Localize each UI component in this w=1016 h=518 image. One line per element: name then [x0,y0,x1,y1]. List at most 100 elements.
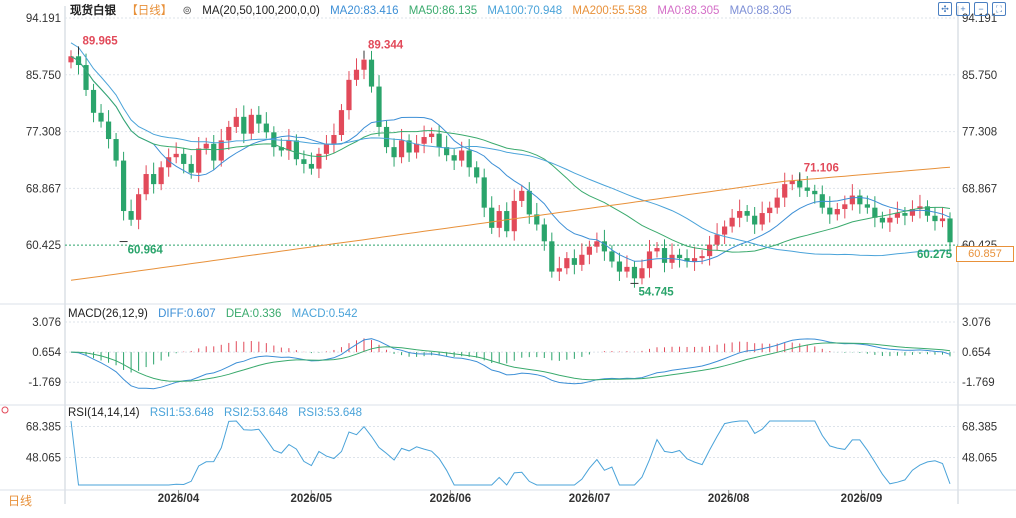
macd-dea-value: DEA:0.336 [225,308,282,320]
ma-label: MA(20,50,100,200,0,0) [202,5,320,17]
candle-body [376,86,382,127]
candle-body [549,241,555,272]
candle-body [586,246,592,255]
candle-body [83,65,89,90]
period-label[interactable]: 【日线】 [126,5,173,17]
candle-body [691,258,698,262]
rsi-tick-left: 68.385 [26,422,61,434]
rsi-tick-left: 48.065 [26,452,61,464]
candle-body [684,258,690,262]
candle-body [489,207,495,228]
macd-diff-line [70,338,951,390]
candle-body [421,137,427,144]
candle-body [406,140,412,153]
candle-body [541,224,547,242]
x-tick-label: 2026/04 [158,493,200,505]
candle-body [256,114,262,124]
price-tick-left: 94.191 [26,13,61,25]
candle-body [391,147,397,158]
pane-settings-icon [1,406,9,414]
rsi-label: RSI(14,14,14) [68,407,140,419]
candle-body [624,266,630,272]
ma100-value: MA100:70.948 [487,5,563,17]
candle-body [699,256,705,259]
candle-body [909,209,916,216]
price-tick-right: 94.191 [962,13,997,25]
candle-body [248,114,254,134]
candle-body [729,217,735,227]
macd-label: MACD(26,12,9) [68,308,148,320]
high-label: 89.344 [368,40,404,52]
candle-body [887,217,893,223]
ma200-value: MA200:55.538 [572,5,648,17]
candle-body [857,195,863,205]
ma-settings-icon[interactable]: ⊚ [182,5,193,17]
candle-body [233,116,239,127]
candle-body [864,204,870,208]
rsi3-value: RSI3:53.648 [298,407,363,419]
candle-body [136,194,142,220]
crosshair-icon[interactable]: ✣ [938,2,952,16]
candle-body [526,190,532,215]
macd-tick-right: 0.654 [962,347,991,359]
candle-body [444,147,450,156]
candle-body [331,135,337,144]
candle-body [714,234,720,245]
price-legend: 现货白银 【日线】 ⊚ MA(20,50,100,200,0,0) MA20:8… [70,4,799,18]
x-tick-label: 2026/07 [569,493,611,505]
candle-body [737,211,743,218]
candle-body [654,248,660,252]
chart-toolbar: ✣ + − ⛶ [938,2,1006,16]
candle-body [939,218,946,222]
candle-body [812,190,818,195]
candle-body [902,213,908,216]
candle-body [579,254,585,265]
candle-body [278,147,284,151]
candle-body [166,157,172,168]
ma0-value-2: MA0:88.305 [729,5,792,17]
candle-body [571,258,577,265]
candle-body [782,184,788,198]
candle-body [451,155,457,161]
price-tick-right: 77.308 [962,127,997,139]
candle-body [759,213,765,225]
candle-body [789,180,795,185]
fullscreen-icon[interactable]: ⛶ [992,2,1006,16]
candle-body [849,195,855,205]
candle-body [661,248,668,263]
candle-body [368,59,375,87]
period-button[interactable]: 日线 [8,494,33,508]
macd-tick-left: 0.654 [32,347,61,359]
low-label: 54.745 [638,286,674,298]
candle-body [744,211,750,216]
low-label: 60.964 [128,245,164,257]
candle-body [676,254,683,259]
low-label: 60.275 [917,249,953,261]
candle-body [872,207,878,218]
candle-body [361,59,367,70]
candle-body [481,177,487,208]
candle-body [211,143,217,161]
high-label: 89.965 [83,35,119,47]
candle-body [474,167,480,178]
current-price-box: 60.857 [956,246,1014,262]
rsi-line [70,420,951,486]
candle-body [804,187,810,191]
candle-body [752,215,758,225]
macd-legend: MACD(26,12,9) DIFF:0.607 DEA:0.336 MACD:… [68,307,365,321]
candle-body [173,153,179,158]
zoom-in-icon[interactable]: + [956,2,970,16]
x-tick-label: 2026/06 [430,493,472,505]
candle-body [519,190,525,201]
rsi-tick-right: 68.385 [962,422,997,434]
candle-body [459,150,465,161]
candle-body [151,174,157,185]
macd-tick-right: 3.076 [962,317,991,329]
candle-body [616,261,623,272]
candle-body [774,197,780,208]
macd-dea-line [70,342,951,382]
candle-body [346,79,352,111]
zoom-out-icon[interactable]: − [974,2,988,16]
candle-body [293,140,299,160]
